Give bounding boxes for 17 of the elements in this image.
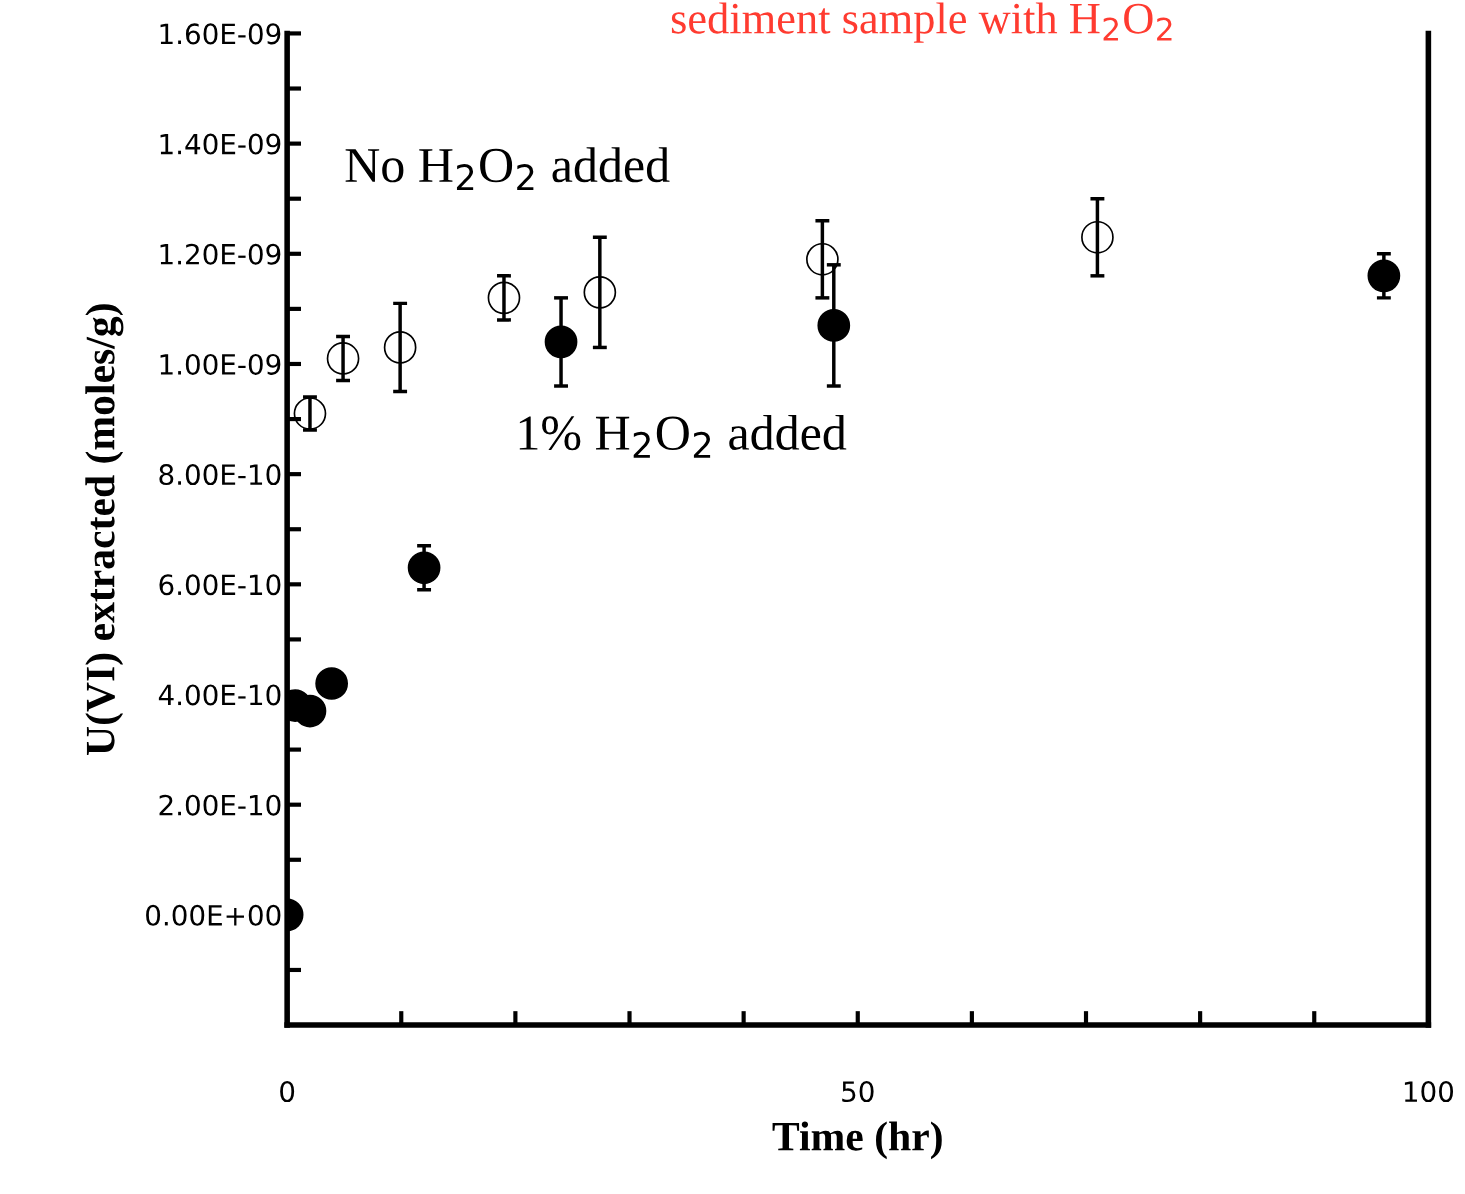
chart-title: sediment sample with H$_{2}$O$_{2}$ (671, 2, 1172, 43)
annotation: No H$_{2}$O$_{2}$ added (345, 147, 670, 191)
y-axis-title: U(VI) extracted (moles/g) (85, 304, 124, 755)
y-tick-label: 2.00E-10 (159, 794, 281, 816)
y-tick-label: 1.20E-09 (160, 243, 281, 265)
x-tick-label: 50 (842, 1081, 874, 1103)
y-tick-label: 1.60E-09 (160, 23, 281, 45)
x-tick-label: 0 (280, 1081, 295, 1103)
y-tick-label: 1.40E-09 (160, 133, 281, 155)
y-tick-label: 0.00E+00 (146, 904, 281, 926)
y-tick-label: 8.00E-10 (159, 464, 281, 486)
y-tick-label: 1.00E-09 (160, 353, 281, 375)
annotation: 1% H$_{2}$O$_{2}$ added (519, 414, 847, 458)
x-tick-label: 100 (1404, 1081, 1454, 1103)
y-tick-label: 4.00E-10 (158, 684, 281, 706)
y-tick-label: 6.00E-10 (159, 574, 281, 596)
x-axis-title: Time (hr) (772, 1121, 942, 1160)
